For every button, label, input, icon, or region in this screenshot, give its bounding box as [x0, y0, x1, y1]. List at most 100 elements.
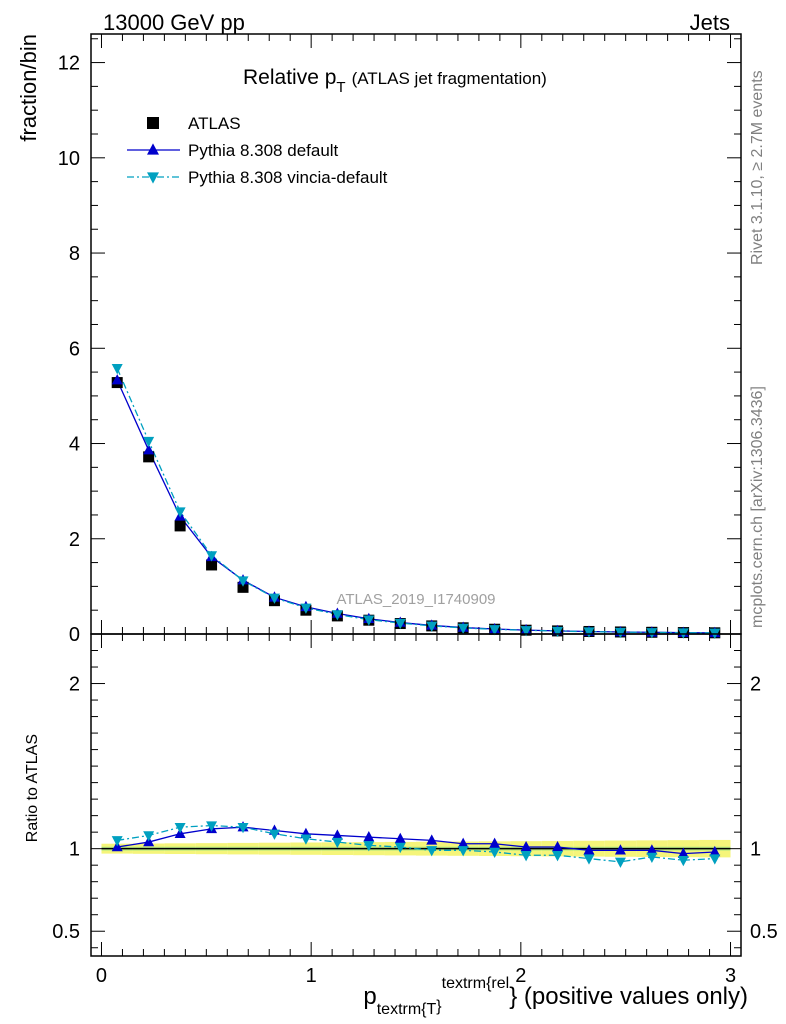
chart-title-sub: T — [336, 79, 345, 96]
legend-marker — [147, 117, 159, 129]
ratio-y-tick-label-right: 1 — [750, 839, 761, 861]
analysis-watermark: ATLAS_2019_I1740909 — [336, 591, 495, 608]
ratio-point — [363, 831, 375, 842]
x-tick-label: 0 — [96, 965, 107, 987]
data-point — [174, 520, 186, 532]
x-axis-label-rest: } (positive values only) — [509, 983, 748, 1010]
legend-label: ATLAS — [188, 114, 241, 133]
ratio-point — [457, 846, 469, 857]
x-tick-label: 1 — [306, 965, 317, 987]
legend-label: Pythia 8.308 vincia-default — [188, 168, 388, 187]
ratio-plot-panel: 0 1 2 3 0.5 0.5 1 1 2 2 — [52, 633, 778, 987]
data-point — [614, 627, 626, 639]
ratio-point — [489, 837, 501, 848]
ratio-y-tick-label-right: 2 — [750, 674, 761, 696]
ratio-point — [709, 845, 721, 857]
ratio-y-tick-label: 2 — [69, 674, 80, 696]
data-point — [143, 451, 155, 463]
ratio-point — [394, 842, 406, 854]
data-point — [206, 551, 218, 562]
chart-title: Relative pT (ATLAS jet fragmentation) — [243, 66, 547, 96]
data-point — [331, 610, 343, 621]
ratio-point — [300, 834, 312, 845]
x-tick-label: 2 — [515, 965, 526, 987]
y-tick-label: 8 — [69, 243, 80, 265]
ratio-line — [117, 824, 715, 863]
ratio-point — [520, 840, 532, 852]
legend-marker — [147, 172, 159, 184]
rivet-label: Rivet 3.1.10, ≥ 2.7M events — [749, 70, 766, 265]
x-axis-label: ptextrm{T}textrm{rel} (positive values o… — [363, 975, 748, 1018]
ratio-y-tick-label: 0.5 — [52, 921, 80, 943]
ratio-point — [583, 854, 595, 865]
legend-label: Pythia 8.308 default — [188, 141, 339, 160]
mcplots-label: mcplots.cern.ch [arXiv:1306.3436] — [749, 386, 766, 628]
chart-title-main: Relative p — [243, 66, 336, 89]
y-tick-label: 0 — [69, 624, 80, 646]
x-axis-label-p: p — [363, 983, 376, 1010]
legend-marker — [147, 143, 159, 155]
ratio-point — [206, 821, 218, 832]
x-axis-label-brace: } — [436, 998, 442, 1015]
ratio-point — [174, 822, 186, 834]
data-point — [363, 615, 375, 626]
y-tick-label: 6 — [69, 338, 80, 360]
ratio-point — [331, 837, 343, 849]
x-axis-label-sub: textrm{T — [377, 1001, 437, 1018]
data-point — [489, 625, 501, 636]
ratio-line — [117, 826, 715, 855]
y-tick-label: 2 — [69, 529, 80, 551]
data-point — [237, 581, 249, 593]
x-tick-label: 3 — [725, 965, 736, 987]
ratio-point — [426, 846, 438, 857]
data-point — [143, 444, 155, 455]
data-point — [143, 436, 155, 448]
ratio-y-tick-label-right: 0.5 — [750, 921, 778, 943]
data-point — [520, 626, 532, 637]
ratio-point — [111, 836, 123, 847]
ratio-point — [489, 847, 501, 859]
y-tick-label: 10 — [58, 148, 80, 170]
ratio-point — [237, 822, 249, 834]
ratio-point — [709, 854, 721, 865]
data-point — [206, 559, 218, 571]
main-ylabel: fraction/bin — [16, 34, 41, 142]
data-point — [394, 618, 406, 630]
data-point — [426, 621, 438, 632]
ratio-point — [268, 829, 280, 840]
ratio-point — [394, 832, 406, 843]
data-point — [111, 364, 123, 375]
y-tick-label: 12 — [58, 53, 80, 75]
chart-title-rest: (ATLAS jet fragmentation) — [352, 69, 547, 88]
header-left: 13000 GeV pp — [103, 10, 245, 35]
ratio-frame — [90, 633, 742, 957]
ratio-point — [331, 829, 343, 840]
data-point — [268, 593, 280, 604]
data-point — [300, 603, 312, 614]
data-point — [457, 623, 469, 635]
ratio-point — [614, 844, 626, 855]
header-right: Jets — [690, 10, 730, 35]
data-point — [111, 374, 123, 385]
ratio-point — [143, 831, 155, 842]
ratio-point — [457, 837, 469, 848]
data-point — [237, 576, 249, 587]
ratio-point — [552, 851, 564, 862]
legend: ATLAS Pythia 8.308 default Pythia 8.308 vi… — [127, 114, 388, 187]
ratio-point — [363, 841, 375, 852]
ratio-point — [677, 855, 689, 867]
ratio-y-tick-label: 1 — [69, 839, 80, 861]
x-axis-label-sup: textrm{rel — [442, 975, 510, 992]
ratio-point — [646, 852, 658, 863]
ratio-point — [614, 857, 626, 868]
data-point — [552, 626, 564, 638]
ratio-point — [646, 844, 658, 855]
data-point — [583, 627, 595, 638]
ratio-point — [583, 844, 595, 855]
ratio-point — [520, 851, 532, 862]
ratio-point — [677, 847, 689, 858]
data-point — [174, 507, 186, 518]
ratio-point — [426, 834, 438, 845]
